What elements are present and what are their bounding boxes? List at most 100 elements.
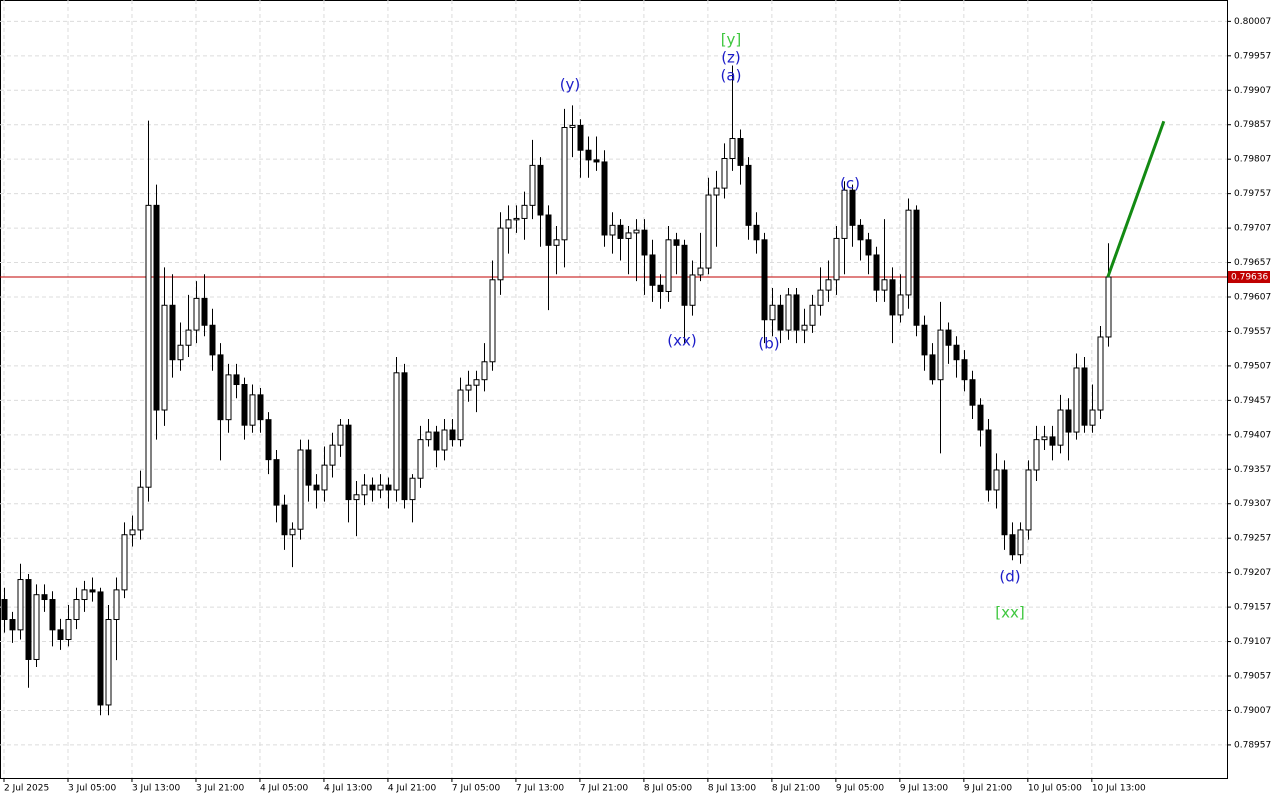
candle-body [185,329,192,346]
candle-body [433,431,440,451]
candle-body [793,294,800,331]
candle-body [217,354,224,421]
x-tick-label: 2 Jul 2025 [4,784,49,794]
candle-body [17,579,24,631]
candle-body [97,591,104,706]
candle-body [929,354,936,381]
candle-body [721,157,728,189]
candle-body [305,449,312,486]
candle-body [425,431,432,441]
candle-body [657,284,664,292]
candle-body [417,439,424,479]
x-tick-label: 7 Jul 13:00 [516,784,565,794]
candle-body [129,529,136,536]
candle-body [993,469,1000,491]
candle-body [561,126,568,241]
candle-body [1009,534,1016,556]
y-tick-label: 0.79807 [1234,155,1271,165]
candle-body [777,304,784,331]
candle-body [753,224,760,241]
candle-body [713,187,720,196]
y-tick-label: 0.79957 [1234,51,1271,61]
x-tick-label: 10 Jul 05:00 [1028,784,1082,794]
x-tick-label: 3 Jul 21:00 [196,784,245,794]
candle-body [337,424,344,446]
wave-label: (y) [560,76,581,94]
candle-body [153,204,160,411]
candle-body [609,224,616,236]
y-tick-label: 0.79757 [1234,189,1271,199]
candle-body [289,528,296,536]
candle-body [105,619,112,706]
candle-body [369,484,376,491]
x-tick-label: 8 Jul 05:00 [644,784,693,794]
y-tick-label: 0.79257 [1234,534,1271,544]
wave-label: (d) [999,568,1020,586]
y-tick-label: 0.79607 [1234,293,1271,303]
candle-body [361,484,368,496]
candle-body [401,372,408,501]
candle-body [1001,469,1008,536]
candle-body [273,459,280,506]
candle-body [1105,276,1112,338]
y-tick-label: 0.79657 [1234,258,1271,268]
candle-body [137,486,144,531]
x-tick-label: 7 Jul 05:00 [452,784,501,794]
candle-body [681,244,688,306]
x-tick-label: 9 Jul 13:00 [900,784,949,794]
candle-body [265,419,272,461]
candle-body [937,329,944,381]
candle-body [641,229,648,256]
candle-body [577,124,584,151]
candle-body [785,294,792,331]
candle-body [345,424,352,501]
candle-body [633,229,640,234]
x-tick-label: 4 Jul 21:00 [388,784,437,794]
y-tick-label: 0.79007 [1234,706,1271,716]
candle-body [825,279,832,291]
candle-body [49,599,56,631]
candle-body [377,484,384,491]
candle-body [953,344,960,361]
candle-body [737,138,744,166]
candle-body [201,297,208,326]
candle-body [1065,409,1072,433]
wave-label: (a) [721,67,742,85]
y-tick-label: 0.79357 [1234,465,1271,475]
y-tick-label: 0.79107 [1234,637,1271,647]
candle-body [113,589,120,621]
candle-body [817,289,824,306]
y-tick-label: 0.79207 [1234,568,1271,578]
candle-body [945,329,952,346]
x-tick-label: 3 Jul 05:00 [68,784,117,794]
x-tick-label: 3 Jul 13:00 [132,784,181,794]
y-tick-label: 0.79857 [1234,120,1271,130]
candle-body [1025,469,1032,531]
current-price-box [1228,271,1270,284]
candle-body [569,124,576,128]
candle-body [473,379,480,386]
candle-body [665,239,672,292]
y-tick-label: 0.79707 [1234,224,1271,234]
candle-body [833,237,840,281]
candle-body [481,361,488,381]
candle-body [457,389,464,441]
candle-body [89,589,96,593]
wave-label: (b) [758,335,779,353]
candle-body [1073,367,1080,433]
candle-body [521,204,528,219]
candle-body [593,159,600,163]
x-tick-label: 7 Jul 21:00 [580,784,629,794]
candle-body [1017,529,1024,556]
y-tick-label: 0.79457 [1234,396,1271,406]
candle-body [873,254,880,291]
wave-label: (z) [721,49,741,67]
candle-body [801,324,808,331]
candle-body [393,372,400,491]
candle-body [881,279,888,291]
candle-body [1033,439,1040,471]
candle-body [905,209,912,296]
candle-body [649,254,656,286]
candle-body [1089,409,1096,426]
projection-line [1106,120,1166,278]
